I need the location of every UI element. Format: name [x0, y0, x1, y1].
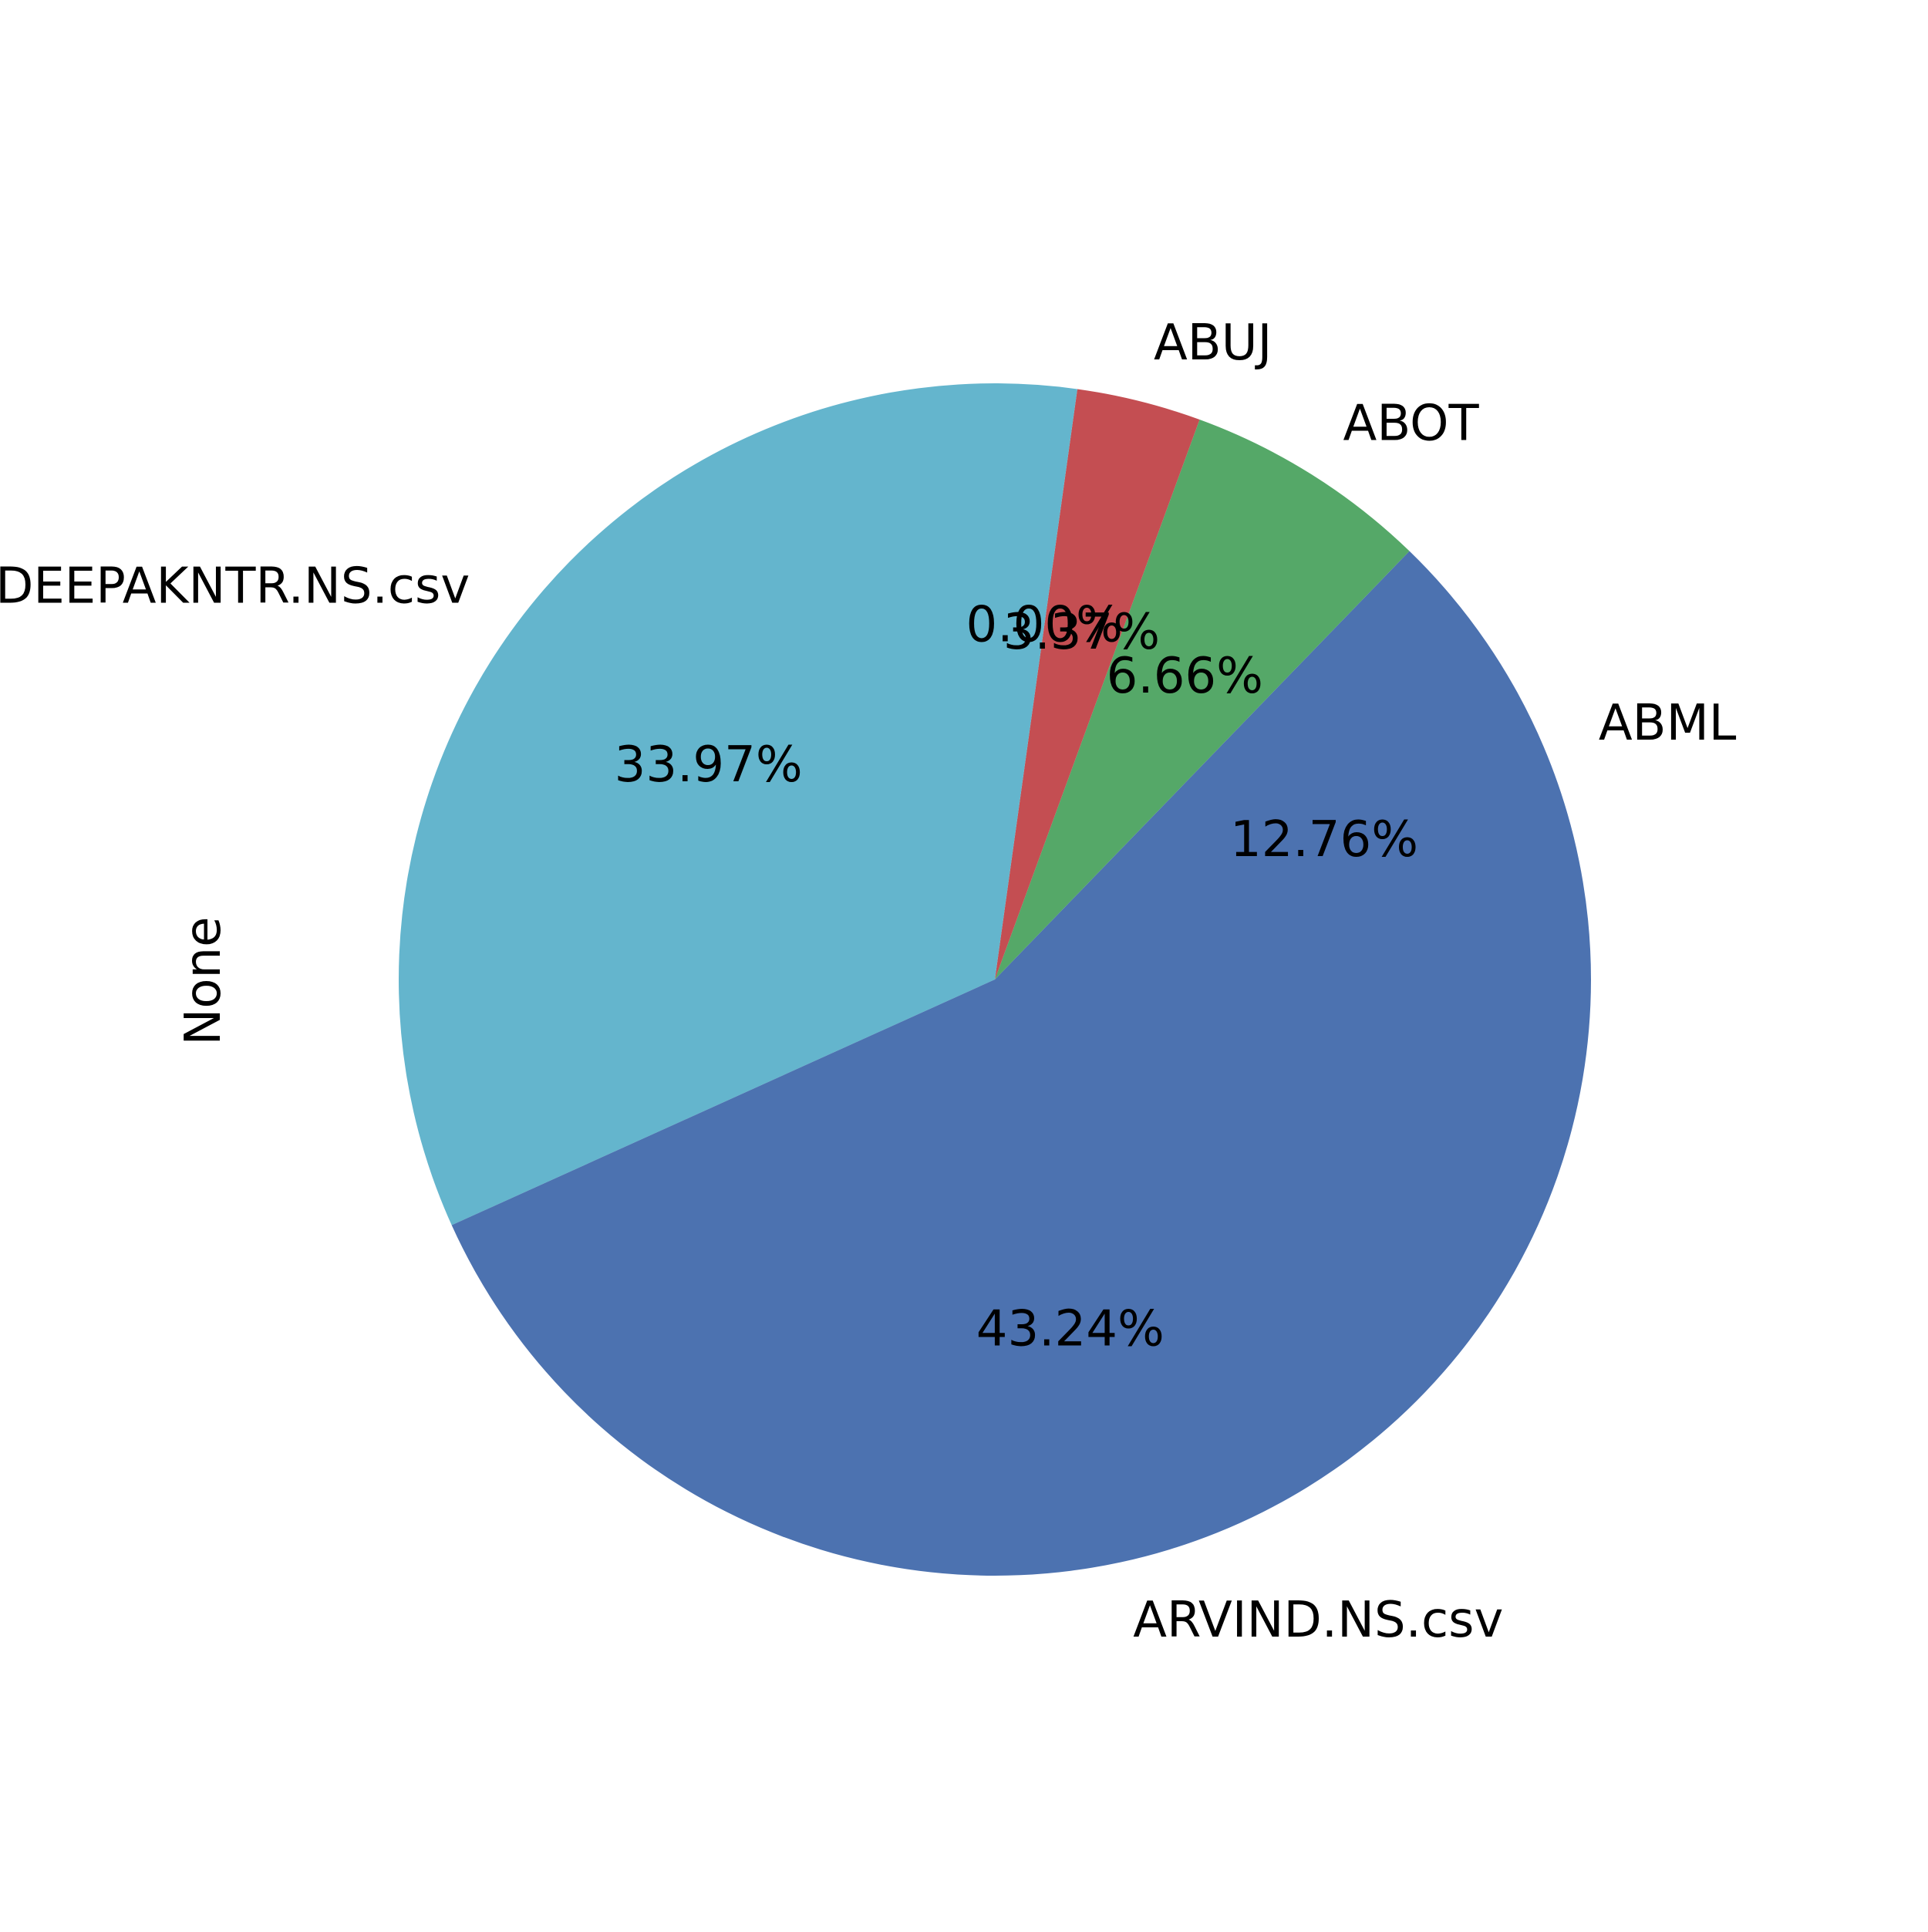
pie-slice-abml: [995, 551, 1591, 979]
pie-slices: [399, 383, 1591, 1576]
pie-labels: ABML ABOT ABUJ DEEPAKNTR.NS.csv ARVIND.NS.cs…: [0, 315, 1737, 1649]
slice-percent-abot: 6.66%: [1107, 648, 1263, 705]
slice-percent-abuj: 3.37%: [1003, 604, 1160, 661]
pie-slice-abuj: [995, 389, 1200, 979]
pie-slice-arvind-ns-csv: [451, 979, 1591, 1576]
pie-percent-labels: 12.76% 6.66%3.37%0.00% 33.97% 43.24%: [615, 597, 1418, 1358]
slice-percent-arvind-ns-csv: 43.24%: [976, 1300, 1165, 1357]
slice-label-abot: ABOT: [1343, 396, 1480, 453]
slice-label-abuj: ABUJ: [1154, 315, 1272, 372]
slice-percent-abml: 12.76%: [1230, 811, 1418, 868]
y-axis-label: None: [175, 917, 232, 1046]
slice-percent-unlabeled: 0.00%: [966, 597, 1123, 654]
slice-label-arvind-ns-csv: ARVIND.NS.csv: [1133, 1592, 1503, 1649]
slice-percent-deepakntr-ns-csv: 33.97%: [615, 737, 803, 794]
slice-label-deepakntr-ns-csv: DEEPAKNTR.NS.csv: [0, 558, 470, 615]
pie-slice-deepakntr-ns-csv: [399, 383, 1077, 1226]
slice-label-abml: ABML: [1599, 695, 1737, 752]
pie-slice-abot: [995, 420, 1410, 979]
